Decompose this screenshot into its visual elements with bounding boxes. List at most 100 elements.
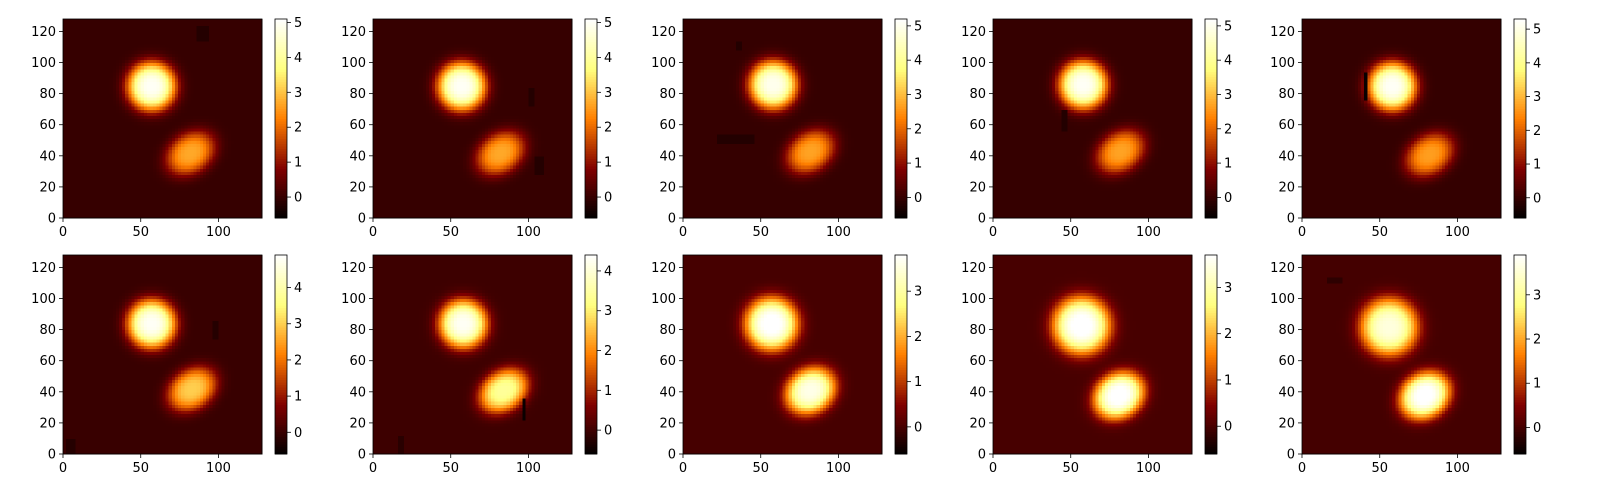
heatmap-cell [109,146,114,151]
heatmap-cell [128,177,133,182]
heatmap-cell [75,130,80,135]
heatmap-cell [174,208,179,213]
heatmap-cell [118,121,123,126]
heatmap-cell [159,124,164,129]
heatmap-cell [159,202,164,207]
heatmap-cell [199,202,204,207]
heatmap-cell [66,149,70,154]
heatmap-cell [87,205,92,210]
heatmap-cell [115,162,120,166]
heatmap-cell [199,196,204,200]
heatmap-cell [252,168,257,172]
heatmap-cell [202,174,207,179]
heatmap-cell [84,190,89,194]
heatmap-cell [66,165,70,169]
heatmap-cell [118,155,123,160]
heatmap-cell [190,158,195,163]
heatmap-cell [193,158,198,163]
heatmap-cell [252,137,257,141]
heatmap-cell [246,211,251,216]
heatmap-cell [150,165,154,169]
heatmap-cell [209,149,213,154]
heatmap-cell [69,165,73,169]
heatmap-cell [100,152,105,157]
heatmap-cell [165,190,170,194]
heatmap-cell [206,137,210,141]
heatmap-cell [128,190,133,194]
heatmap-cell [66,199,70,204]
heatmap-cell [90,199,95,204]
heatmap-cell [122,146,126,151]
heatmap-cell [252,193,257,197]
heatmap-cell [174,190,179,194]
heatmap-cell [143,158,148,163]
heatmap-cell [199,162,204,166]
heatmap-cell [165,183,170,188]
heatmap-cell [199,174,204,179]
heatmap-cell [206,205,210,210]
heatmap-cell [140,134,145,138]
heatmap-cell [215,202,220,207]
heatmap-cell [178,214,182,219]
heatmap-cell [184,202,188,207]
heatmap-cell [202,180,207,185]
heatmap-cell [115,211,120,216]
heatmap-cell [66,186,70,191]
heatmap-cell [153,158,157,163]
heatmap-cell [174,124,179,129]
heatmap-cell [153,211,157,216]
heatmap-cell [193,199,198,204]
heatmap-cell [143,124,148,129]
heatmap-cell [87,171,92,176]
heatmap-cell [103,152,108,157]
heatmap-cell [90,137,95,141]
heatmap-cell [181,165,185,169]
heatmap-cell [165,199,170,204]
heatmap-cell [224,208,229,213]
heatmap-cell [174,152,179,157]
heatmap-cell [63,180,67,185]
heatmap-cell [100,205,105,210]
heatmap-cell [246,124,251,129]
heatmap-cell [184,140,188,144]
heatmap-cell [193,168,198,172]
heatmap-cell [249,177,254,182]
heatmap-cell [184,158,188,163]
heatmap-cell [212,124,216,129]
heatmap-cell [137,143,142,148]
heatmap-cell [131,205,136,210]
heatmap-cell [63,165,67,169]
heatmap-cell [234,174,238,179]
heatmap-cell [103,214,108,219]
heatmap-cell [193,211,198,216]
heatmap-cell [75,134,80,138]
heatmap-cell [159,152,164,157]
heatmap-cell [97,168,101,172]
heatmap-cell [196,155,201,160]
heatmap-cell [209,211,213,216]
heatmap-cell [100,196,105,200]
heatmap-cell [97,162,101,166]
heatmap-cell [78,211,83,216]
heatmap-cell [190,205,195,210]
heatmap-cell [218,130,223,135]
heatmap-cell [146,211,151,216]
heatmap-cell [131,183,136,188]
heatmap-cell [112,130,117,135]
heatmap-cell [221,158,226,163]
heatmap-cell [87,193,92,197]
heatmap-cell [87,162,92,166]
heatmap-cell [190,190,195,194]
heatmap-cell [72,158,77,163]
heatmap-cell [218,190,223,194]
heatmap-cell [146,149,151,154]
heatmap-cell [178,193,182,197]
heatmap-cell [252,183,257,188]
heatmap-cell [137,124,142,129]
heatmap-cell [78,196,83,200]
heatmap-cell [193,127,198,132]
heatmap-cell [187,134,192,138]
heatmap-cell [75,168,80,172]
heatmap-cell [196,180,201,185]
heatmap-cell [87,199,92,204]
